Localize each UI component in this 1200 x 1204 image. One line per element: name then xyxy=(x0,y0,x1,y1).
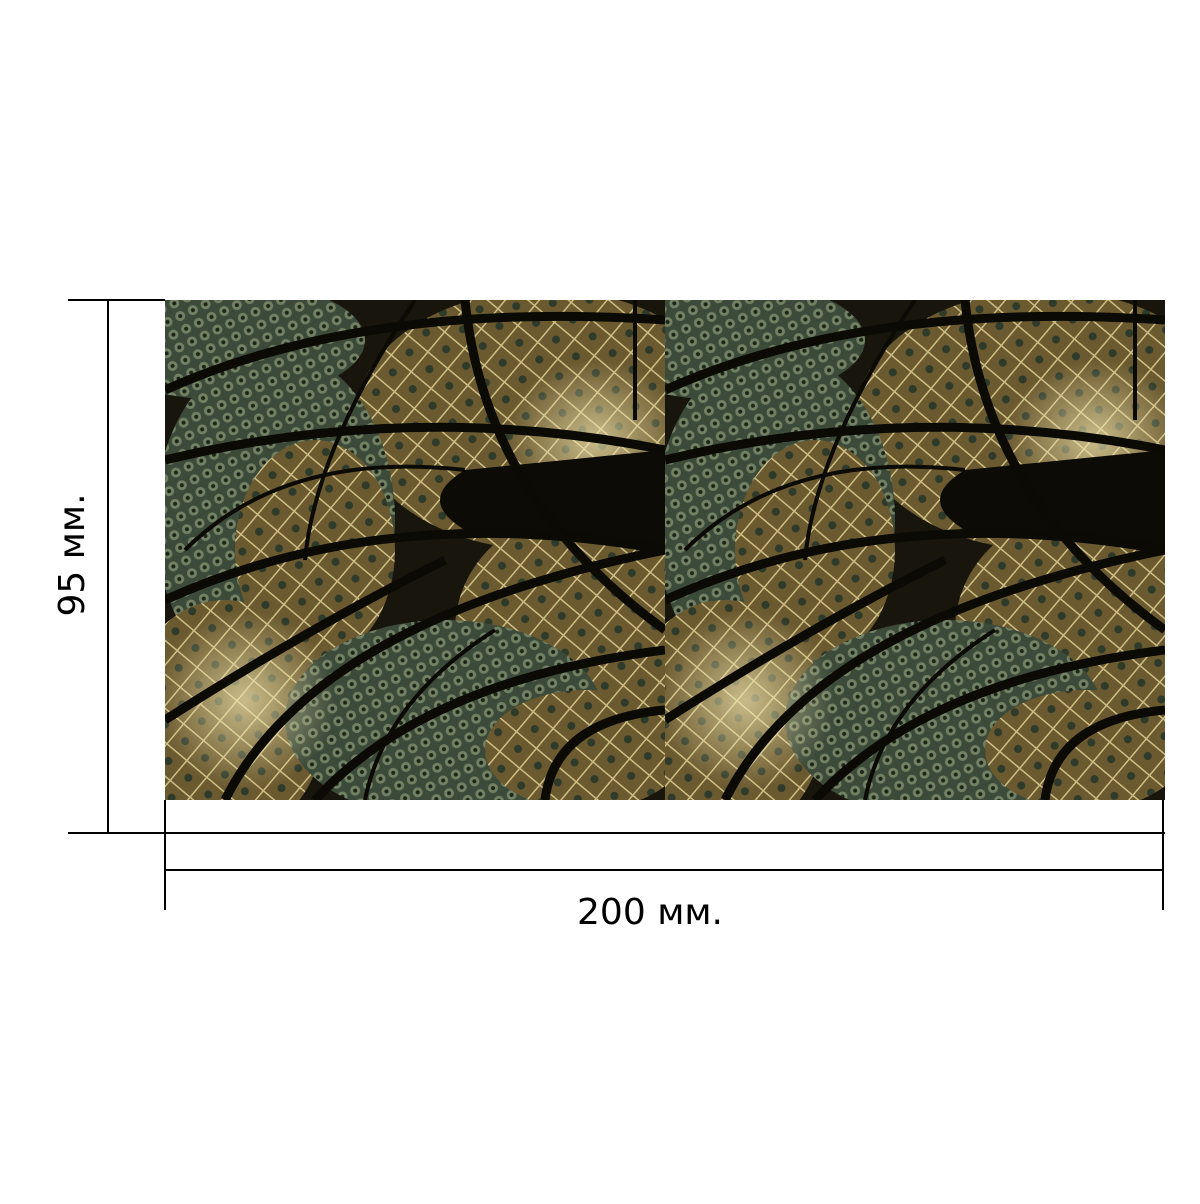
width-label: 200 мм. xyxy=(577,892,723,933)
product-image xyxy=(85,280,1200,840)
dimension-lines xyxy=(68,299,1165,910)
height-label: 95 мм. xyxy=(52,493,93,616)
